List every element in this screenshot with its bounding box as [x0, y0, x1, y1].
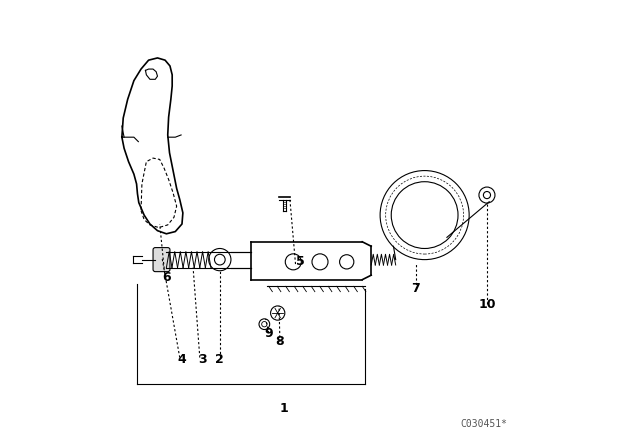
- Text: C030451*: C030451*: [460, 419, 507, 429]
- FancyBboxPatch shape: [153, 248, 170, 271]
- Text: 2: 2: [216, 353, 224, 366]
- Text: 1: 1: [280, 402, 289, 415]
- Text: 10: 10: [478, 297, 496, 310]
- Text: 7: 7: [412, 282, 420, 295]
- Text: 8: 8: [276, 336, 284, 349]
- Text: 3: 3: [198, 353, 206, 366]
- Text: 6: 6: [162, 271, 171, 284]
- Text: 9: 9: [264, 327, 273, 340]
- Text: 5: 5: [296, 255, 305, 268]
- Text: 4: 4: [178, 353, 186, 366]
